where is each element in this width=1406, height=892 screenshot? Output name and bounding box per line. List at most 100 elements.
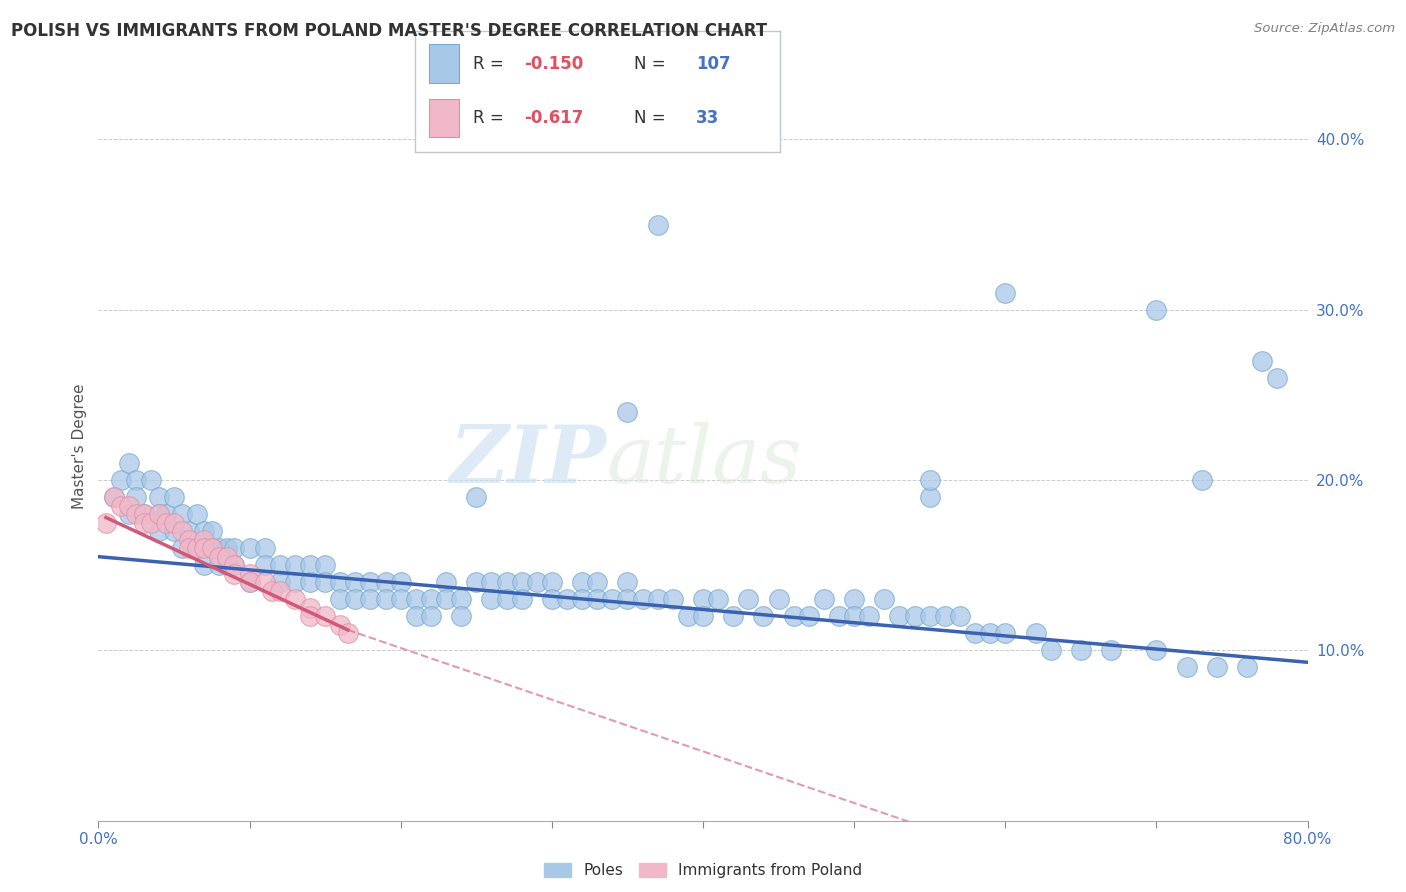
Point xyxy=(224,558,246,573)
Point xyxy=(253,541,276,556)
Point xyxy=(193,524,215,538)
Point xyxy=(329,575,352,590)
Point xyxy=(269,558,291,573)
Point xyxy=(224,541,246,556)
Point xyxy=(844,609,866,624)
Point xyxy=(118,456,141,470)
Point xyxy=(586,575,609,590)
Point xyxy=(239,541,262,556)
Point xyxy=(692,609,714,624)
Point xyxy=(360,575,382,590)
Point xyxy=(918,490,941,504)
Point xyxy=(132,516,155,530)
Point xyxy=(284,575,307,590)
Point xyxy=(299,575,322,590)
Point xyxy=(434,592,457,607)
Point xyxy=(253,575,276,590)
Point xyxy=(299,609,322,624)
Point xyxy=(201,541,224,556)
Point xyxy=(215,541,238,556)
Point xyxy=(193,533,215,547)
Point xyxy=(186,507,208,521)
Point xyxy=(465,490,488,504)
FancyBboxPatch shape xyxy=(429,45,458,83)
Text: 107: 107 xyxy=(696,54,731,73)
Point xyxy=(132,507,155,521)
Point xyxy=(647,592,669,607)
Point xyxy=(344,592,367,607)
Point xyxy=(208,549,231,564)
Point xyxy=(110,473,132,487)
Point xyxy=(495,575,517,590)
Point xyxy=(208,541,231,556)
Point xyxy=(844,592,866,607)
Point xyxy=(215,549,238,564)
Point xyxy=(170,541,193,556)
Point xyxy=(495,592,517,607)
Point xyxy=(148,507,170,521)
Point xyxy=(329,617,352,632)
Point xyxy=(314,575,336,590)
Point xyxy=(586,592,609,607)
Point xyxy=(873,592,896,607)
Point xyxy=(979,626,1001,640)
Point xyxy=(813,592,835,607)
Point xyxy=(797,609,820,624)
Point xyxy=(374,592,396,607)
Point xyxy=(269,575,291,590)
Point xyxy=(904,609,927,624)
Point xyxy=(103,490,125,504)
Point xyxy=(1175,660,1198,674)
Point xyxy=(389,592,412,607)
Point xyxy=(420,592,443,607)
Text: atlas: atlas xyxy=(606,422,801,500)
Point xyxy=(215,558,238,573)
Point xyxy=(602,592,624,607)
Point xyxy=(631,592,654,607)
Text: 33: 33 xyxy=(696,109,720,127)
Point xyxy=(118,499,141,513)
Point xyxy=(616,575,638,590)
Point xyxy=(1144,643,1167,657)
Point xyxy=(360,592,382,607)
Y-axis label: Master's Degree: Master's Degree xyxy=(72,384,87,508)
Point xyxy=(616,405,638,419)
Point xyxy=(965,626,987,640)
Point xyxy=(103,490,125,504)
Point xyxy=(707,592,730,607)
Point xyxy=(125,490,148,504)
Point xyxy=(170,507,193,521)
Point xyxy=(1039,643,1062,657)
Point xyxy=(1070,643,1092,657)
Point xyxy=(616,592,638,607)
Point xyxy=(526,575,548,590)
Point xyxy=(148,490,170,504)
Point xyxy=(239,566,262,581)
Point xyxy=(1206,660,1229,674)
Point xyxy=(858,609,880,624)
Point xyxy=(450,592,472,607)
Point xyxy=(889,609,911,624)
Point xyxy=(540,575,562,590)
Point xyxy=(510,592,533,607)
Point xyxy=(148,507,170,521)
Point xyxy=(555,592,578,607)
FancyBboxPatch shape xyxy=(429,99,458,137)
Point xyxy=(450,609,472,624)
Point xyxy=(994,285,1017,300)
Point xyxy=(193,541,215,556)
Point xyxy=(155,507,177,521)
Point xyxy=(1024,626,1046,640)
Point xyxy=(208,558,231,573)
Point xyxy=(299,600,322,615)
Point xyxy=(374,575,396,590)
Point xyxy=(465,575,488,590)
Point xyxy=(405,609,427,624)
Point xyxy=(336,626,359,640)
Point xyxy=(239,575,262,590)
Point xyxy=(1267,371,1289,385)
Point xyxy=(201,541,224,556)
Point xyxy=(481,592,503,607)
Text: Source: ZipAtlas.com: Source: ZipAtlas.com xyxy=(1254,22,1395,36)
Point xyxy=(571,575,593,590)
